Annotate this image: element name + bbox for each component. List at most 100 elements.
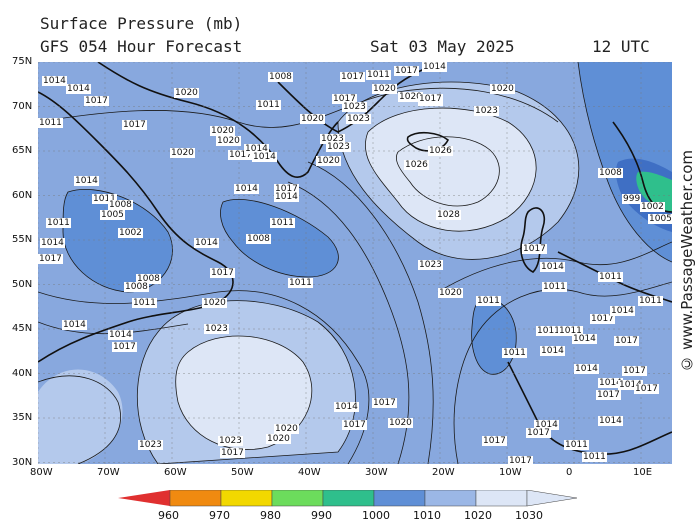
isobar-label: 999 xyxy=(622,194,642,204)
isobar-label: 1014 xyxy=(598,378,623,388)
isobar-label: 1017 xyxy=(340,72,365,82)
isobar-label: 1023 xyxy=(326,142,351,152)
valid-time: 12 UTC xyxy=(592,37,650,56)
isobar-label: 1014 xyxy=(540,346,565,356)
isobar-label: 1020 xyxy=(216,136,241,146)
latitude-tick: 75N xyxy=(12,56,33,67)
longitude-tick: 60W xyxy=(164,467,187,478)
isobar-label: 1014 xyxy=(252,152,277,162)
legend-value: 970 xyxy=(209,509,230,522)
longitude-tick: 20W xyxy=(432,467,455,478)
isobar-label: 1020 xyxy=(372,84,397,94)
green-low-core xyxy=(636,171,672,212)
isobar-label: 1023 xyxy=(138,440,163,450)
isobar-label: 1014 xyxy=(234,184,259,194)
isobar-label: 1020 xyxy=(210,126,235,136)
isobar-label: 1017 xyxy=(394,66,419,76)
high-pressure-subtropical-core xyxy=(175,335,312,450)
isobar-label: 1011 xyxy=(542,282,567,292)
longitude-tick: 0 xyxy=(566,467,573,478)
isobar-label: 1011 xyxy=(476,296,501,306)
isobar-label: 1017 xyxy=(332,94,357,104)
legend-high-arrow xyxy=(526,490,578,507)
isobar-label: 1023 xyxy=(474,106,499,116)
greenland-canada-coast xyxy=(97,62,339,178)
longitude-tick: 30W xyxy=(365,467,388,478)
isobar-label: 1011 xyxy=(46,218,71,228)
isobar-label: 1026 xyxy=(428,146,453,156)
isobar-label: 1014 xyxy=(42,76,67,86)
isobar-label: 1005 xyxy=(100,210,125,220)
isobar-label: 1017 xyxy=(372,398,397,408)
isobar-label: 1014 xyxy=(334,402,359,412)
legend-swatch xyxy=(322,490,375,507)
longitude-tick: 50W xyxy=(231,467,254,478)
isobar-label: 1014 xyxy=(610,306,635,316)
isobar-label: 1017 xyxy=(590,314,615,324)
pressure-field xyxy=(38,62,672,464)
isobar-label: 1017 xyxy=(122,120,147,130)
isobar-label: 1020 xyxy=(438,288,463,298)
isobar-label: 1011 xyxy=(288,278,313,288)
isobar-label: 1014 xyxy=(572,334,597,344)
legend-value: 990 xyxy=(311,509,332,522)
latitude-tick: 55N xyxy=(12,234,33,245)
isobar-label: 1017 xyxy=(522,244,547,254)
isobar-label: 1011 xyxy=(638,296,663,306)
iberia-north-africa-coast xyxy=(507,361,672,455)
legend-colorbar xyxy=(118,490,578,507)
isobar-label: 1014 xyxy=(540,262,565,272)
legend-value: 960 xyxy=(158,509,179,522)
legend-value: 1000 xyxy=(362,509,390,522)
latitude-tick: 35N xyxy=(12,412,33,423)
isobar-label: 1008 xyxy=(136,274,161,284)
site-credit: © www.PassageWeather.com xyxy=(678,150,696,373)
isobar-label: 1023 xyxy=(320,134,345,144)
isobar-label: 1014 xyxy=(618,380,643,390)
isobar-label: 1020 xyxy=(398,92,423,102)
isobar-label: 1014 xyxy=(194,238,219,248)
isobar-label: 1017 xyxy=(342,420,367,430)
isobar-label: 1017 xyxy=(614,336,639,346)
isobar-label: 1017 xyxy=(210,268,235,278)
legend-value: 1030 xyxy=(515,509,543,522)
map-title: Surface Pressure (mb) xyxy=(40,14,243,33)
isobar-label: 1011 xyxy=(92,194,117,204)
forecast-label: GFS 054 Hour Forecast xyxy=(40,37,243,56)
isobar-label: 1011 xyxy=(366,70,391,80)
isobar-label: 1017 xyxy=(84,96,109,106)
latitude-tick: 40N xyxy=(12,367,33,379)
legend-low-arrow xyxy=(118,490,170,506)
longitude-tick: 80W xyxy=(30,467,53,478)
high-pressure-west-atlantic xyxy=(38,369,123,464)
longitude-tick: 70W xyxy=(97,467,120,478)
isobar-label: 1011 xyxy=(132,298,157,308)
isobar-label: 1002 xyxy=(640,202,665,212)
isobar-label: 1020 xyxy=(316,156,341,166)
isobar-label: 1014 xyxy=(108,330,133,340)
isobar-label: 1011 xyxy=(558,326,583,336)
latitude-tick: 45N xyxy=(12,323,33,334)
legend-swatch xyxy=(424,490,477,507)
isobar-label: 1014 xyxy=(534,420,559,430)
isobar-label: 1023 xyxy=(418,260,443,270)
isobar-label: 1011 xyxy=(564,440,589,450)
latitude-tick: 65N xyxy=(12,145,33,156)
isobar-label: 1017 xyxy=(220,448,245,458)
legend-swatch xyxy=(475,490,528,507)
isobar-label: 1020 xyxy=(490,84,515,94)
isobar-label: 1014 xyxy=(62,320,87,330)
isobar-label: 1014 xyxy=(574,364,599,374)
isobar-label: 1011 xyxy=(582,452,607,462)
isobar-label: 1014 xyxy=(598,416,623,426)
legend-swatch xyxy=(271,490,324,507)
isobar-label: 1014 xyxy=(422,62,447,72)
isobar-label: 1011 xyxy=(598,272,623,282)
isobar-label: 1017 xyxy=(418,94,443,104)
isobar-label: 1020 xyxy=(274,424,299,434)
isobar-label: 1023 xyxy=(342,102,367,112)
legend-swatch xyxy=(220,490,273,507)
isobar-label: 1023 xyxy=(346,114,371,124)
isobar-label: 1017 xyxy=(482,436,507,446)
legend-value: 1010 xyxy=(413,509,441,522)
